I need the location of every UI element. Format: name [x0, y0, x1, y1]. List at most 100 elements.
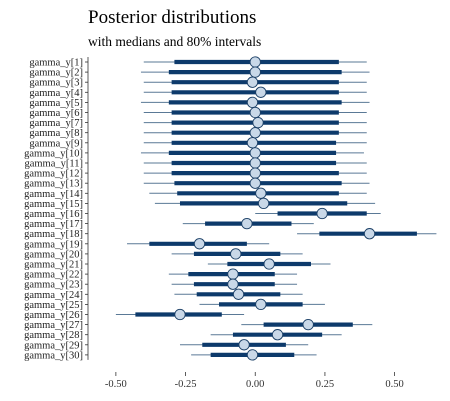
y-tick-label: gamma_y[24]	[24, 290, 83, 301]
y-tick-label: gamma_y[27]	[24, 320, 83, 331]
x-tick-label: 0.25	[316, 379, 334, 390]
interval-row	[149, 187, 367, 199]
interval-row	[207, 258, 331, 270]
y-tick-label: gamma_y[2]	[29, 68, 83, 79]
median-point	[227, 278, 239, 290]
interval-row	[168, 268, 298, 280]
median-point	[316, 207, 328, 220]
x-tick-label: -0.50	[105, 379, 127, 390]
interval-row	[143, 177, 370, 189]
y-tick-label: gamma_y[4]	[29, 88, 83, 99]
y-tick-label: gamma_y[30]	[24, 350, 83, 361]
interval-row	[174, 288, 303, 300]
median-point	[230, 248, 242, 260]
y-axis: gamma_y[1]gamma_y[2]gamma_y[3]gamma_y[4]…	[24, 57, 89, 361]
interval-row	[182, 217, 314, 230]
interval-row	[179, 339, 309, 351]
median-point	[241, 217, 253, 230]
median-point	[257, 197, 270, 210]
y-tick-label: gamma_y[19]	[24, 239, 83, 250]
y-tick-label: gamma_y[15]	[24, 199, 83, 210]
y-tick-label: gamma_y[18]	[24, 229, 83, 240]
interval-row	[143, 116, 367, 129]
y-tick-label: gamma_y[6]	[29, 108, 83, 119]
median-point	[249, 157, 261, 169]
interval-row	[143, 86, 367, 98]
y-tick-label: gamma_y[10]	[24, 148, 83, 159]
y-tick-label: gamma_y[3]	[29, 78, 83, 89]
y-tick-label: gamma_y[16]	[24, 209, 83, 220]
x-axis: -0.50 -0.25 0.00 0.25 0.50	[105, 372, 404, 390]
median-point	[249, 66, 261, 78]
median-point	[246, 137, 259, 149]
interval-row	[210, 329, 342, 341]
interval-row	[143, 167, 367, 179]
median-point	[174, 308, 186, 321]
interval-row	[171, 278, 298, 290]
median-point	[363, 228, 376, 240]
interval-row	[143, 76, 367, 88]
y-tick-label: gamma_y[11]	[24, 159, 83, 170]
median-point	[238, 339, 250, 351]
interval-row	[143, 56, 367, 68]
y-tick-label: gamma_y[13]	[24, 179, 83, 190]
y-tick-label: gamma_y[17]	[24, 219, 83, 230]
median-point	[255, 86, 267, 98]
interval-row	[143, 106, 367, 119]
interval-row	[191, 349, 317, 361]
chart-subtitle: with medians and 80% intervals	[88, 34, 261, 49]
plot-area	[115, 56, 437, 361]
interval-row	[154, 197, 376, 210]
median-point	[246, 96, 259, 109]
median-point	[255, 298, 267, 311]
median-point	[227, 268, 239, 280]
interval-row	[199, 298, 325, 311]
y-tick-label: gamma_y[9]	[29, 138, 83, 149]
interval-row	[143, 137, 367, 149]
median-point	[193, 238, 206, 250]
median-point	[263, 258, 275, 270]
median-point	[271, 329, 284, 341]
x-tick-label: 0.50	[385, 379, 403, 390]
interval-row	[140, 147, 364, 159]
y-tick-label: gamma_y[1]	[29, 58, 83, 69]
interval-row	[140, 66, 370, 78]
median-point	[249, 147, 261, 159]
interval-row	[171, 248, 303, 260]
median-point	[246, 349, 259, 361]
y-tick-label: gamma_y[7]	[29, 118, 83, 129]
median-point	[255, 187, 267, 199]
interval-row	[241, 318, 373, 331]
x-tick-label: -0.25	[175, 379, 197, 390]
interval-row	[143, 127, 367, 139]
x-tick-label: 0.00	[246, 379, 264, 390]
median-point	[249, 56, 261, 68]
y-tick-label: gamma_y[22]	[24, 270, 83, 281]
interval-row	[297, 228, 437, 240]
interval-row	[140, 96, 370, 109]
median-point	[249, 106, 261, 119]
interval-row	[127, 238, 270, 250]
y-tick-label: gamma_y[20]	[24, 249, 83, 260]
interval-row	[115, 308, 245, 321]
interval-row	[143, 157, 367, 169]
y-tick-label: gamma_y[12]	[24, 169, 83, 180]
y-tick-label: gamma_y[28]	[24, 330, 83, 341]
median-point	[302, 318, 314, 331]
median-point	[249, 127, 261, 139]
interval-row	[255, 207, 381, 220]
chart-title: Posterior distributions	[88, 7, 256, 28]
median-point	[249, 167, 261, 179]
y-tick-label: gamma_y[25]	[24, 300, 83, 311]
median-point	[232, 288, 245, 300]
median-point	[246, 76, 259, 88]
y-tick-label: gamma_y[29]	[24, 340, 83, 351]
y-tick-label: gamma_y[23]	[24, 280, 83, 291]
y-tick-label: gamma_y[14]	[24, 189, 83, 200]
y-tick-label: gamma_y[21]	[24, 260, 83, 271]
y-tick-label: gamma_y[5]	[29, 98, 83, 109]
median-point	[252, 116, 264, 129]
median-point	[249, 177, 261, 189]
y-tick-label: gamma_y[26]	[24, 310, 83, 321]
